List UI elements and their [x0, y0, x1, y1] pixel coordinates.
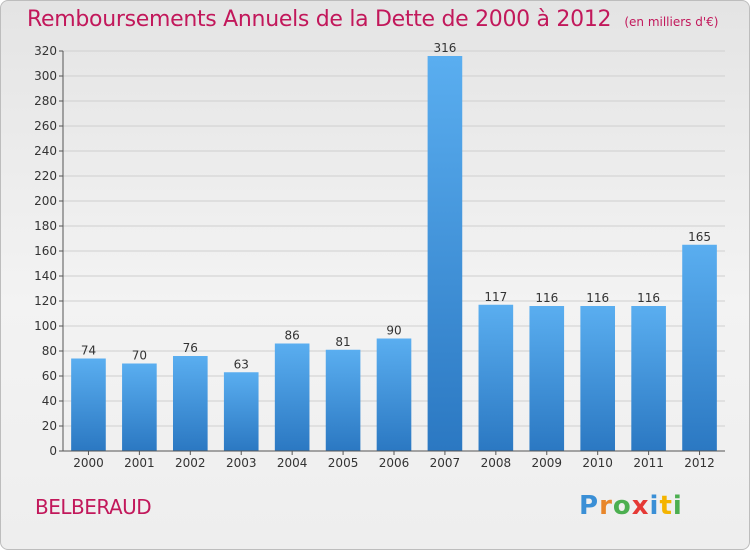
x-tick-label: 2008	[481, 456, 512, 470]
x-tick-label: 2012	[684, 456, 715, 470]
y-tick-label: 100	[34, 319, 57, 333]
y-tick-label: 240	[34, 144, 57, 158]
data-label: 63	[234, 357, 249, 371]
y-tick-label: 40	[42, 394, 57, 408]
bar	[682, 244, 717, 451]
x-axis-ticks: 2000 2001 2002 2003 2004 2005 2006 2007 2008 2009…	[73, 451, 715, 470]
y-tick-label: 180	[34, 219, 57, 233]
y-tick-label: 0	[49, 444, 57, 458]
x-tick-label: 2005	[328, 456, 359, 470]
data-label: 116	[535, 291, 558, 305]
data-label: 165	[688, 230, 711, 244]
y-tick-label: 60	[42, 369, 57, 383]
commune-name: BELBERAUD	[35, 495, 152, 519]
x-tick-label: 2001	[124, 456, 155, 470]
logo-letter: i	[672, 491, 683, 521]
bar	[376, 338, 412, 451]
logo-letter: r	[599, 491, 613, 521]
y-tick-label: 20	[42, 419, 57, 433]
x-tick-label: 2003	[226, 456, 257, 470]
x-tick-label: 2010	[582, 456, 613, 470]
y-tick-label: 200	[34, 194, 57, 208]
y-tick-label: 320	[34, 44, 57, 58]
bar	[478, 304, 514, 451]
x-tick-label: 2006	[379, 456, 410, 470]
axes	[62, 51, 725, 452]
chart-subtitle: (en milliers d'€)	[624, 15, 719, 29]
logo-letter: o	[612, 491, 632, 521]
bar	[325, 349, 361, 451]
bars: 74 70 76 63 86 81 90 316 117 116 116 116 165	[71, 41, 717, 451]
bar	[631, 306, 666, 451]
data-label: 316	[433, 41, 456, 55]
data-label: 90	[386, 324, 401, 338]
data-label: 70	[132, 349, 147, 363]
data-label: 116	[586, 291, 609, 305]
logo-letter: x	[631, 491, 650, 521]
data-label: 81	[335, 335, 350, 349]
x-tick-label: 2000	[73, 456, 104, 470]
y-tick-label: 280	[34, 94, 57, 108]
data-label: 76	[183, 341, 198, 355]
data-label: 74	[81, 344, 96, 358]
data-label: 116	[637, 291, 660, 305]
proxiti-logo: Proxiti	[579, 491, 683, 521]
logo-letter: i	[649, 491, 660, 521]
x-tick-label: 2011	[633, 456, 664, 470]
y-tick-label: 260	[34, 119, 57, 133]
x-tick-label: 2002	[175, 456, 206, 470]
chart-title: Remboursements Annuels de la Dette de 20…	[27, 7, 612, 32]
y-axis-ticks: 0 20 40 60 80 100 120 140 160 180 200 220 240 260 280 3…	[34, 44, 63, 458]
bar	[223, 372, 259, 451]
data-label: 86	[285, 329, 300, 343]
bar	[122, 363, 157, 451]
title-row: Remboursements Annuels de la Dette de 20…	[27, 7, 718, 32]
data-label: 117	[484, 290, 507, 304]
y-tick-label: 300	[34, 69, 57, 83]
bar	[172, 356, 208, 451]
logo-letter: P	[579, 491, 600, 521]
x-tick-label: 2009	[531, 456, 562, 470]
y-tick-label: 220	[34, 169, 57, 183]
y-tick-label: 120	[34, 294, 57, 308]
bar	[529, 306, 565, 451]
x-tick-label: 2007	[430, 456, 461, 470]
bar	[71, 358, 106, 451]
bar	[427, 56, 463, 451]
y-tick-label: 140	[34, 269, 57, 283]
logo-letter: t	[659, 491, 673, 521]
x-tick-label: 2004	[277, 456, 308, 470]
y-tick-label: 160	[34, 244, 57, 258]
bar	[580, 306, 616, 451]
bar	[274, 343, 310, 451]
y-tick-label: 80	[42, 344, 57, 358]
